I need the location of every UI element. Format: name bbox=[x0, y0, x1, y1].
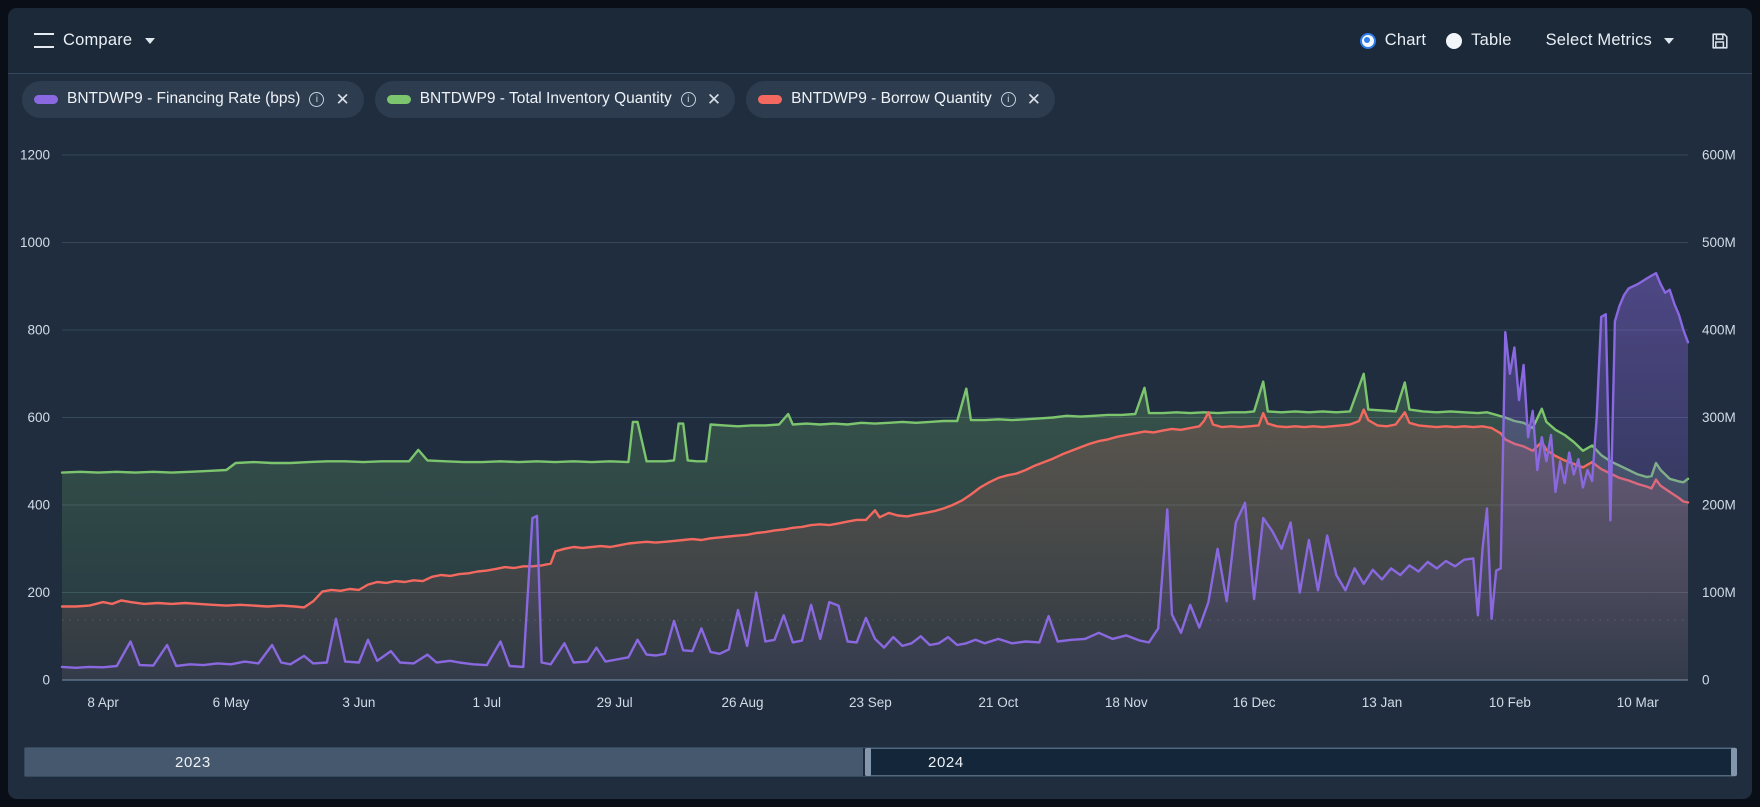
radio-table-label: Table bbox=[1471, 31, 1512, 49]
radio-unselected-icon[interactable] bbox=[1446, 32, 1463, 49]
chevron-down-icon bbox=[145, 37, 156, 44]
legend: BNTDWP9 - Financing Rate (bps) i ✕ BNTDW… bbox=[22, 80, 1738, 118]
select-metrics-label: Select Metrics bbox=[1545, 31, 1652, 49]
save-icon bbox=[1712, 32, 1728, 49]
x-axis-tick: 21 Oct bbox=[978, 695, 1018, 710]
x-axis-tick: 26 Aug bbox=[722, 695, 764, 710]
info-icon[interactable]: i bbox=[1000, 91, 1016, 107]
close-icon[interactable]: ✕ bbox=[1026, 89, 1041, 109]
x-axis-tick: 29 Jul bbox=[597, 695, 633, 710]
chevron-down-icon bbox=[1664, 37, 1674, 44]
series-swatch bbox=[386, 94, 411, 104]
right-axis-tick: 100M bbox=[1702, 585, 1736, 600]
x-axis-tick: 10 Mar bbox=[1617, 695, 1660, 710]
series-line bbox=[60, 408, 1690, 609]
x-axis-tick: 16 Dec bbox=[1233, 695, 1276, 710]
app-panel: Compare Chart Table Select Metrics bbox=[8, 8, 1752, 799]
x-axis-tick: 6 May bbox=[213, 695, 250, 710]
x-axis-tick: 13 Jan bbox=[1362, 695, 1403, 710]
x-axis-tick: 23 Sep bbox=[849, 695, 892, 710]
left-axis-tick: 1000 bbox=[20, 235, 50, 250]
compare-button[interactable]: Compare bbox=[34, 31, 156, 50]
slider-handle-left[interactable] bbox=[865, 748, 871, 776]
toolbar: Compare Chart Table Select Metrics bbox=[8, 8, 1752, 74]
series-area bbox=[62, 273, 1688, 680]
timeline-segment-2023[interactable]: 2023 bbox=[25, 748, 863, 776]
legend-chip-total-inventory[interactable]: BNTDWP9 - Total Inventory Quantity i ✕ bbox=[374, 80, 736, 118]
timeline-slider[interactable]: 2023 2024 bbox=[24, 747, 1737, 777]
right-axis-tick: 300M bbox=[1702, 410, 1736, 425]
series-line bbox=[60, 271, 1690, 669]
info-icon[interactable]: i bbox=[680, 91, 696, 107]
close-icon[interactable]: ✕ bbox=[335, 89, 350, 109]
compare-label: Compare bbox=[63, 31, 133, 49]
legend-chip-borrow-quantity[interactable]: BNTDWP9 - Borrow Quantity i ✕ bbox=[746, 80, 1055, 118]
timeline-year-label: 2023 bbox=[175, 753, 211, 771]
view-toggle: Chart Table bbox=[1359, 31, 1512, 50]
right-axis-tick: 200M bbox=[1702, 498, 1736, 513]
info-icon[interactable]: i bbox=[309, 91, 325, 107]
x-axis-tick: 1 Jul bbox=[473, 695, 502, 710]
slider-handle-right[interactable] bbox=[1731, 748, 1737, 776]
x-axis-tick: 3 Jun bbox=[342, 695, 375, 710]
radio-selected-icon[interactable] bbox=[1359, 32, 1376, 49]
legend-chip-financing-rate[interactable]: BNTDWP9 - Financing Rate (bps) i ✕ bbox=[22, 80, 364, 118]
timeline-year-label: 2024 bbox=[928, 753, 964, 771]
radio-chart[interactable]: Chart bbox=[1359, 31, 1427, 50]
right-axis-tick: 0 bbox=[1702, 673, 1710, 688]
series-label: BNTDWP9 - Financing Rate (bps) bbox=[67, 90, 301, 107]
right-axis-tick: 400M bbox=[1702, 323, 1736, 338]
left-axis-tick: 800 bbox=[27, 323, 50, 338]
left-axis-tick: 200 bbox=[27, 585, 50, 600]
right-axis-tick: 600M bbox=[1702, 148, 1736, 163]
right-axis-tick: 500M bbox=[1702, 235, 1736, 250]
left-axis-tick: 1200 bbox=[20, 148, 50, 163]
save-button[interactable] bbox=[1710, 31, 1730, 51]
radio-table[interactable]: Table bbox=[1446, 31, 1511, 50]
x-axis-tick: 8 Apr bbox=[87, 695, 119, 710]
series-label: BNTDWP9 - Borrow Quantity bbox=[791, 90, 992, 107]
left-axis-tick: 400 bbox=[27, 498, 50, 513]
x-axis-tick: 10 Feb bbox=[1489, 695, 1531, 710]
close-icon[interactable]: ✕ bbox=[706, 89, 722, 109]
radio-chart-label: Chart bbox=[1384, 31, 1427, 49]
left-axis-tick: 600 bbox=[27, 410, 50, 425]
left-axis-tick: 0 bbox=[42, 673, 50, 688]
compare-lines-icon bbox=[34, 33, 54, 48]
series-label: BNTDWP9 - Total Inventory Quantity bbox=[419, 90, 672, 107]
select-metrics-button[interactable]: Select Metrics bbox=[1546, 31, 1674, 50]
x-axis-tick: 18 Nov bbox=[1105, 695, 1148, 710]
series-swatch bbox=[758, 94, 783, 104]
series-swatch bbox=[34, 94, 58, 104]
chart-plot[interactable]: 0 0 200 100M 400 200M 600 300M 800 400M 1000 500M 12… bbox=[8, 8, 1752, 799]
timeline-segment-2024[interactable]: 2024 bbox=[865, 748, 1737, 776]
